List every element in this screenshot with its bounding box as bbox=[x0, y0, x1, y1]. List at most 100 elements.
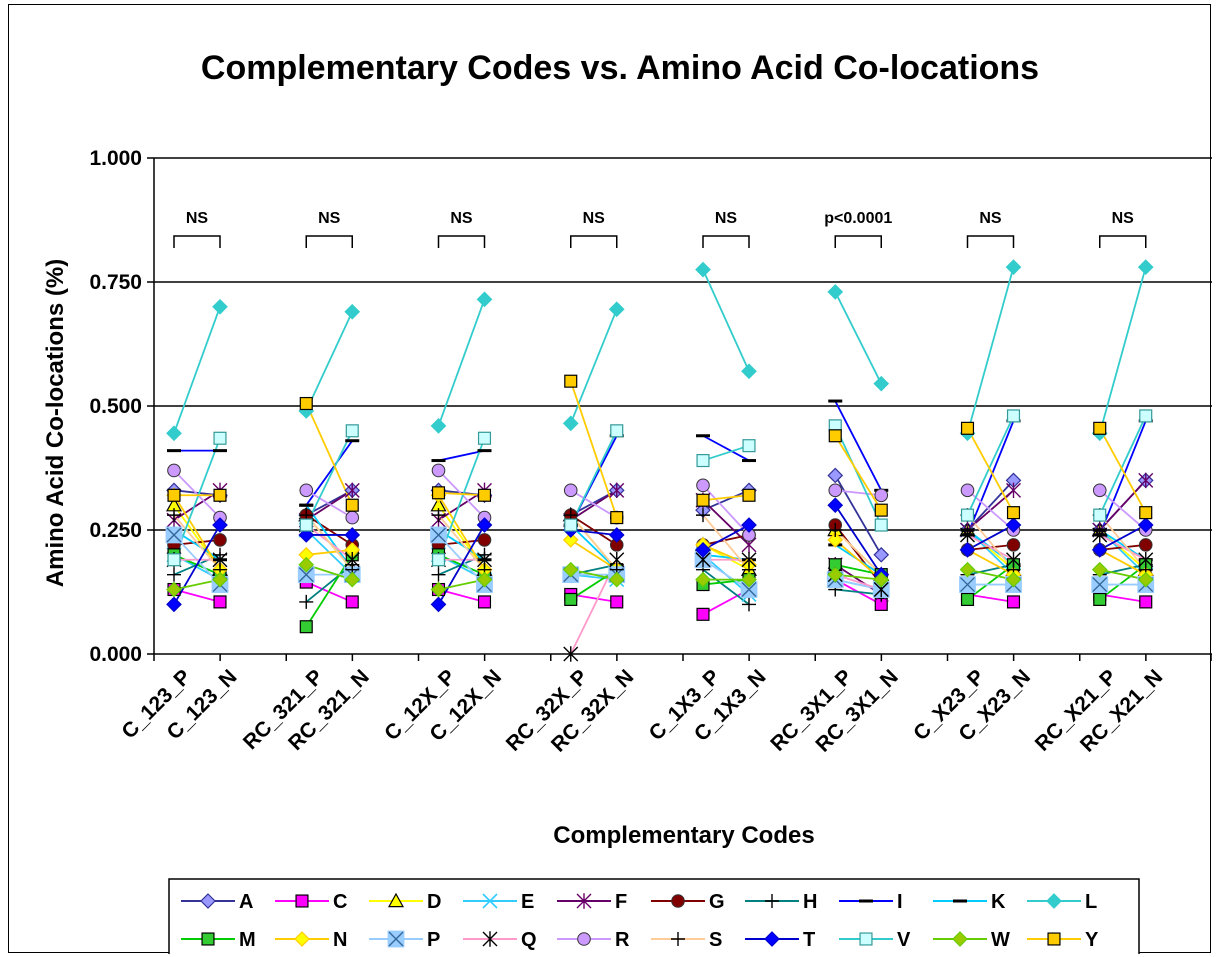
point-W bbox=[1137, 571, 1154, 588]
point-Q bbox=[563, 646, 579, 662]
legend-label: H bbox=[803, 891, 817, 913]
series-line-G bbox=[702, 534, 750, 546]
point-C bbox=[477, 595, 492, 609]
legend-item-P: P bbox=[369, 929, 440, 951]
point-P bbox=[1091, 576, 1109, 593]
significance-label: NS bbox=[583, 210, 606, 227]
point-R bbox=[874, 488, 889, 503]
series-line-S bbox=[702, 514, 750, 571]
legend-item-Y: Y bbox=[1027, 929, 1099, 951]
series-line-L bbox=[966, 266, 1015, 434]
series-line-K bbox=[570, 524, 618, 571]
point-L bbox=[695, 261, 711, 278]
point-R bbox=[167, 463, 181, 478]
point-V bbox=[1139, 409, 1153, 423]
legend-marker-C bbox=[295, 894, 309, 908]
series-line-L bbox=[437, 299, 486, 427]
series-line-A bbox=[966, 479, 1015, 531]
legend-item-W: W bbox=[933, 929, 1010, 951]
point-L bbox=[1005, 259, 1022, 275]
legend-label: C bbox=[333, 891, 347, 913]
point-V bbox=[213, 431, 227, 445]
legend-marker-N bbox=[294, 931, 310, 947]
significance-bracket bbox=[966, 235, 1015, 248]
point-L bbox=[476, 291, 493, 308]
significance-label: p<0.0001 bbox=[824, 210, 892, 227]
point-L bbox=[344, 303, 361, 320]
series-line-V bbox=[834, 425, 883, 526]
point-V bbox=[477, 431, 492, 445]
series-line-I bbox=[966, 420, 1015, 536]
series-line-Y bbox=[1098, 427, 1147, 514]
series-line-S bbox=[305, 514, 353, 571]
point-L bbox=[562, 415, 579, 432]
legend-item-T: T bbox=[745, 929, 815, 951]
point-F bbox=[1006, 482, 1021, 499]
series-line-T bbox=[702, 524, 750, 551]
point-G bbox=[1006, 538, 1021, 552]
series-line-T bbox=[437, 524, 486, 605]
point-Y bbox=[1093, 421, 1107, 435]
point-W bbox=[827, 566, 844, 583]
point-Y bbox=[564, 374, 578, 388]
series-line-V bbox=[305, 430, 354, 526]
point-N bbox=[562, 532, 579, 548]
series-line-N bbox=[834, 539, 882, 581]
point-C bbox=[1139, 595, 1153, 609]
point-A bbox=[873, 546, 890, 563]
point-T bbox=[166, 596, 182, 613]
legend-label: P bbox=[427, 929, 440, 951]
point-T bbox=[695, 541, 711, 558]
point-R bbox=[563, 483, 578, 498]
point-W bbox=[430, 581, 447, 598]
point-H bbox=[742, 597, 756, 612]
point-W bbox=[212, 571, 228, 588]
point-S bbox=[696, 508, 710, 523]
series-line-N bbox=[173, 494, 221, 571]
series-line-G bbox=[305, 514, 353, 546]
point-L bbox=[212, 298, 228, 315]
point-F bbox=[609, 482, 625, 499]
legend-item-K: K bbox=[933, 891, 1006, 913]
series-line-I bbox=[834, 400, 883, 491]
legend-label: G bbox=[709, 891, 725, 913]
series-line-C bbox=[967, 593, 1014, 603]
legend-marker-T bbox=[764, 931, 780, 947]
legend-marker-G bbox=[671, 894, 685, 908]
x-tick-labels: C_123_PC_123_NRC_321_PRC_321_N C_12X_PC_1… bbox=[117, 665, 1167, 756]
series-line-T bbox=[1099, 524, 1147, 551]
series-line-L bbox=[173, 306, 221, 434]
point-Y bbox=[345, 498, 359, 512]
point-T bbox=[476, 517, 493, 533]
point-F bbox=[1138, 472, 1154, 489]
point-V bbox=[167, 553, 181, 567]
point-G bbox=[477, 533, 492, 547]
series-line-S bbox=[966, 514, 1015, 571]
point-Y bbox=[874, 503, 888, 517]
series-line-R bbox=[702, 484, 750, 536]
series-line-I bbox=[1098, 420, 1147, 536]
point-G bbox=[1138, 538, 1153, 552]
series-line-I bbox=[702, 434, 750, 462]
significance-layer: NS NS NS NS NS p<0.0001 NS NS bbox=[173, 210, 1147, 248]
series-line-K bbox=[305, 504, 353, 571]
series-line-G bbox=[570, 514, 618, 546]
point-R bbox=[1092, 483, 1107, 498]
series-line-S bbox=[437, 514, 486, 571]
series-line-R bbox=[835, 489, 882, 497]
significance-label: NS bbox=[715, 210, 738, 227]
grid-layer bbox=[154, 157, 1212, 531]
legend-marker-P bbox=[387, 930, 405, 948]
legend-item-V: V bbox=[839, 929, 911, 951]
legend-marker-L bbox=[1046, 893, 1062, 909]
legend-label: F bbox=[615, 891, 627, 913]
significance-bracket bbox=[570, 235, 618, 248]
point-P bbox=[430, 526, 447, 544]
legend-label: D bbox=[427, 891, 441, 913]
point-R bbox=[828, 483, 843, 498]
series-line-T bbox=[570, 529, 617, 536]
point-L bbox=[608, 301, 625, 318]
point-V bbox=[960, 508, 975, 522]
point-M bbox=[299, 620, 313, 634]
legend-label: Q bbox=[521, 929, 537, 951]
